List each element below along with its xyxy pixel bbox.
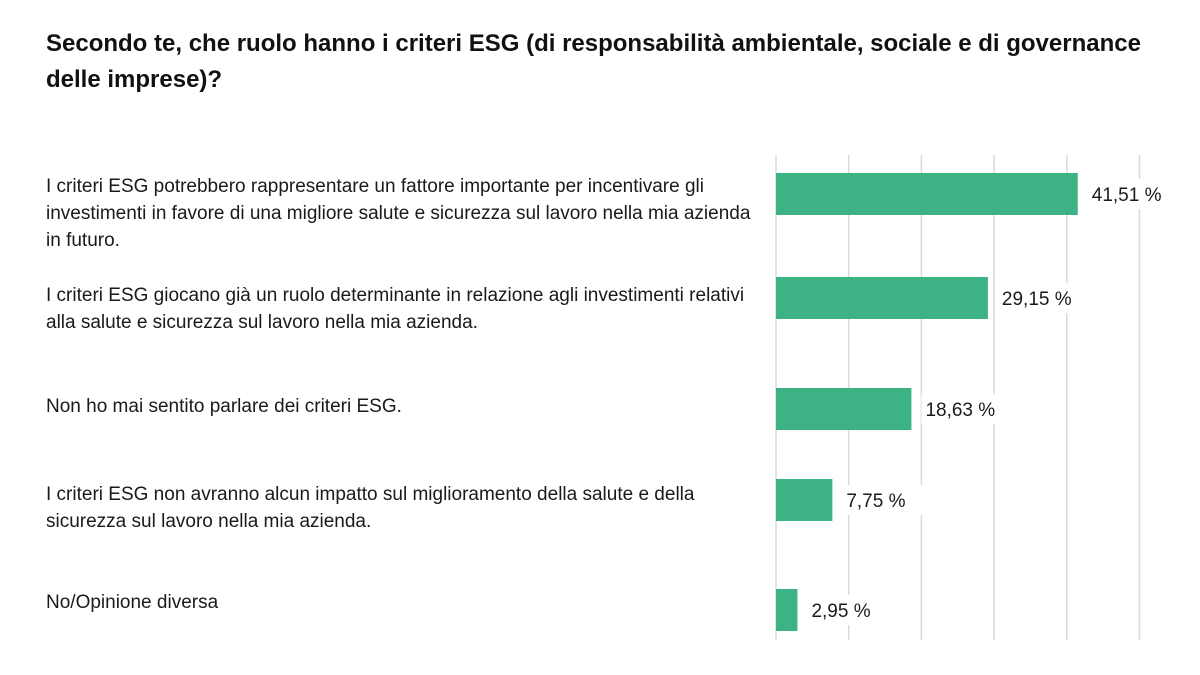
value-label-4: 7,75 %	[846, 491, 905, 512]
value-label-3: 18,63 %	[925, 400, 995, 421]
bars	[776, 173, 1078, 631]
grid-lines	[775, 155, 1141, 640]
bar-2	[776, 277, 988, 319]
value-label-1: 41,51 %	[1092, 185, 1162, 206]
category-label-1: I criteri ESG potrebbero rappresentare u…	[46, 176, 751, 251]
category-label-4: I criteri ESG non avranno alcun impatto …	[46, 484, 695, 532]
value-label-bg-1	[1087, 179, 1172, 209]
value-label-5: 2,95 %	[811, 601, 870, 622]
bar-4	[776, 479, 833, 521]
bar-5	[776, 589, 798, 631]
value-label-2: 29,15 %	[1002, 289, 1072, 310]
value-label-bg-2	[997, 283, 1082, 313]
value-label-bg-4	[842, 485, 927, 515]
chart-title: Secondo te, che ruolo hanno i criteri ES…	[46, 30, 1141, 93]
category-label-5: No/Opinione diversa	[46, 592, 219, 613]
bar-1	[776, 173, 1078, 215]
category-label-3: Non ho mai sentito parlare dei criteri E…	[46, 396, 402, 417]
value-labels: 41,51 % 29,15 % 18,63 % 7,75 % 2,95 %	[807, 179, 1172, 625]
value-label-bg-3	[921, 394, 1006, 424]
value-label-bg-5	[807, 595, 892, 625]
category-label-2: I criteri ESG giocano già un ruolo deter…	[46, 285, 745, 333]
bar-3	[776, 388, 912, 430]
